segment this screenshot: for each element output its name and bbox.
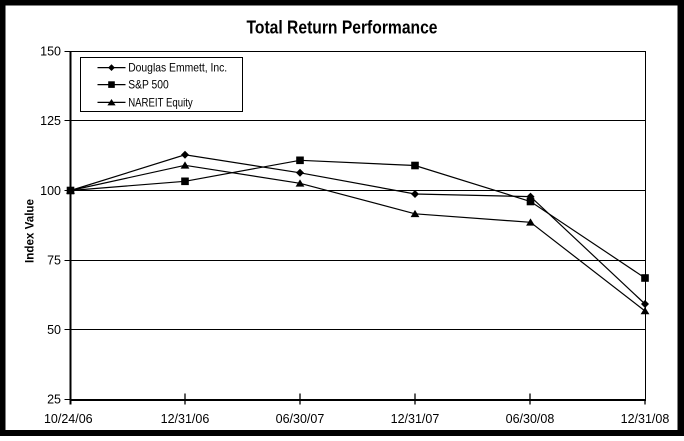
svg-text:NAREIT Equity: NAREIT Equity — [128, 96, 193, 110]
svg-text:150: 150 — [40, 45, 61, 59]
svg-text:06/30/08: 06/30/08 — [506, 412, 555, 426]
svg-text:12/31/07: 12/31/07 — [391, 412, 440, 426]
svg-text:125: 125 — [40, 114, 61, 128]
svg-text:Index Value: Index Value — [23, 199, 37, 263]
svg-text:25: 25 — [47, 393, 61, 407]
svg-text:Douglas Emmett, Inc.: Douglas Emmett, Inc. — [128, 61, 227, 75]
svg-text:06/30/07: 06/30/07 — [276, 412, 325, 426]
svg-text:Total Return Performance: Total Return Performance — [247, 18, 438, 38]
svg-text:75: 75 — [47, 254, 61, 268]
svg-text:12/31/06: 12/31/06 — [161, 412, 210, 426]
svg-text:50: 50 — [47, 323, 61, 337]
svg-text:S&P 500: S&P 500 — [128, 78, 169, 92]
svg-text:100: 100 — [40, 184, 61, 198]
svg-text:10/24/06: 10/24/06 — [44, 412, 93, 426]
svg-text:12/31/08: 12/31/08 — [621, 412, 670, 426]
